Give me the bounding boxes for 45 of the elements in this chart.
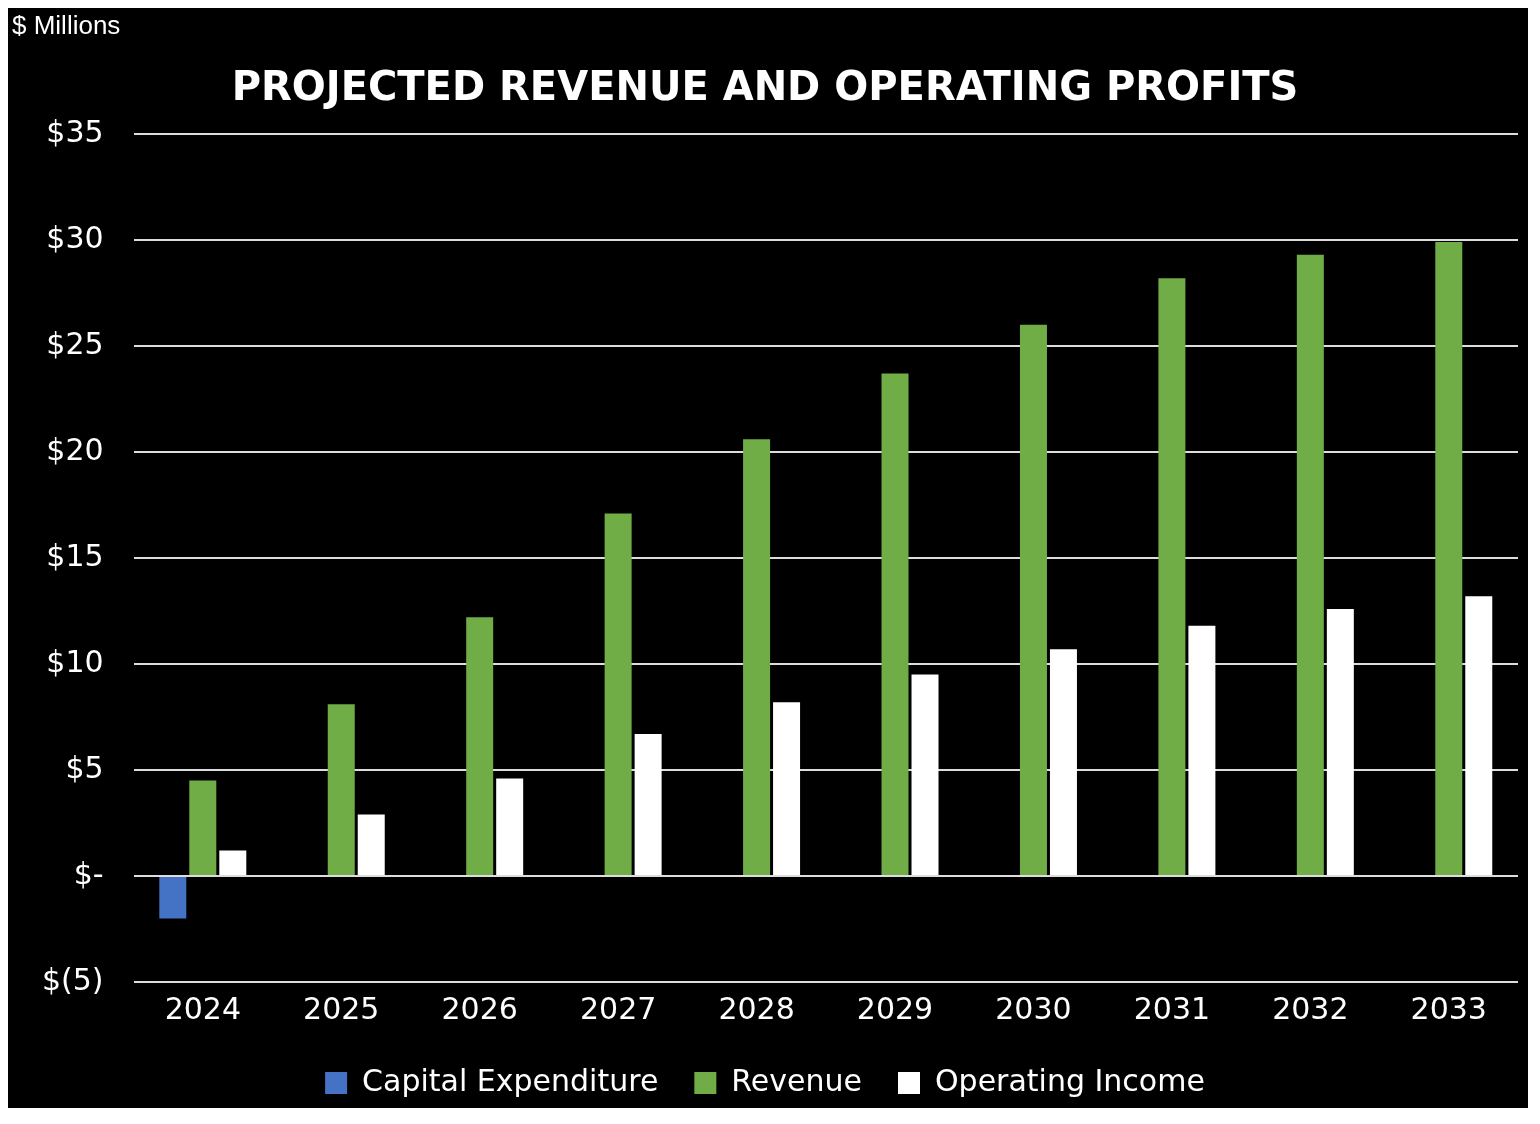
x-tick-label: 2029 (856, 990, 934, 1026)
x-tick-label: 2031 (1133, 990, 1211, 1026)
bar (911, 674, 939, 875)
bar (881, 373, 909, 875)
bar (604, 513, 632, 875)
bar (743, 439, 771, 875)
x-tick-label: 2032 (1272, 990, 1349, 1026)
legend-label: Capital Expenditure (362, 1062, 659, 1098)
y-axis-title: $ Millions (12, 10, 121, 41)
bar (634, 733, 662, 875)
x-tick-label: 2026 (441, 990, 518, 1026)
bar (159, 877, 187, 919)
bar (1049, 649, 1077, 875)
bar (189, 780, 217, 875)
bar (1158, 278, 1186, 875)
x-tick-label: 2030 (995, 990, 1072, 1026)
x-tick-label: 2028 (718, 990, 795, 1026)
bar (327, 704, 355, 875)
y-tick-label: $15 (46, 537, 104, 573)
bar (1188, 625, 1216, 875)
bar (1019, 324, 1047, 875)
x-tick-label: 2025 (303, 990, 380, 1026)
y-tick-label: $5 (65, 749, 104, 785)
x-tick-label: 2024 (164, 990, 241, 1026)
y-tick-label: $20 (46, 431, 104, 467)
bar (496, 778, 524, 875)
y-tick-label: $25 (46, 325, 104, 361)
y-tick-label: $35 (46, 113, 104, 149)
y-tick-label: $- (73, 855, 104, 891)
x-tick-label: 2027 (579, 990, 657, 1026)
x-tick-label: 2033 (1410, 990, 1487, 1026)
y-tick-label: $(5) (41, 961, 104, 997)
bar (1465, 596, 1493, 875)
y-tick-label: $30 (46, 219, 104, 255)
chart-title: PROJECTED REVENUE AND OPERATING PROFITS (231, 63, 1299, 110)
y-tick-label: $10 (46, 643, 104, 679)
bar (1435, 242, 1463, 875)
bar (773, 702, 801, 875)
bar (219, 850, 247, 875)
bar (1296, 254, 1324, 875)
legend-label: Operating Income (934, 1062, 1205, 1098)
bar (1326, 608, 1354, 875)
bar (466, 617, 494, 875)
bar (357, 814, 385, 875)
legend-label: Revenue (731, 1062, 862, 1098)
